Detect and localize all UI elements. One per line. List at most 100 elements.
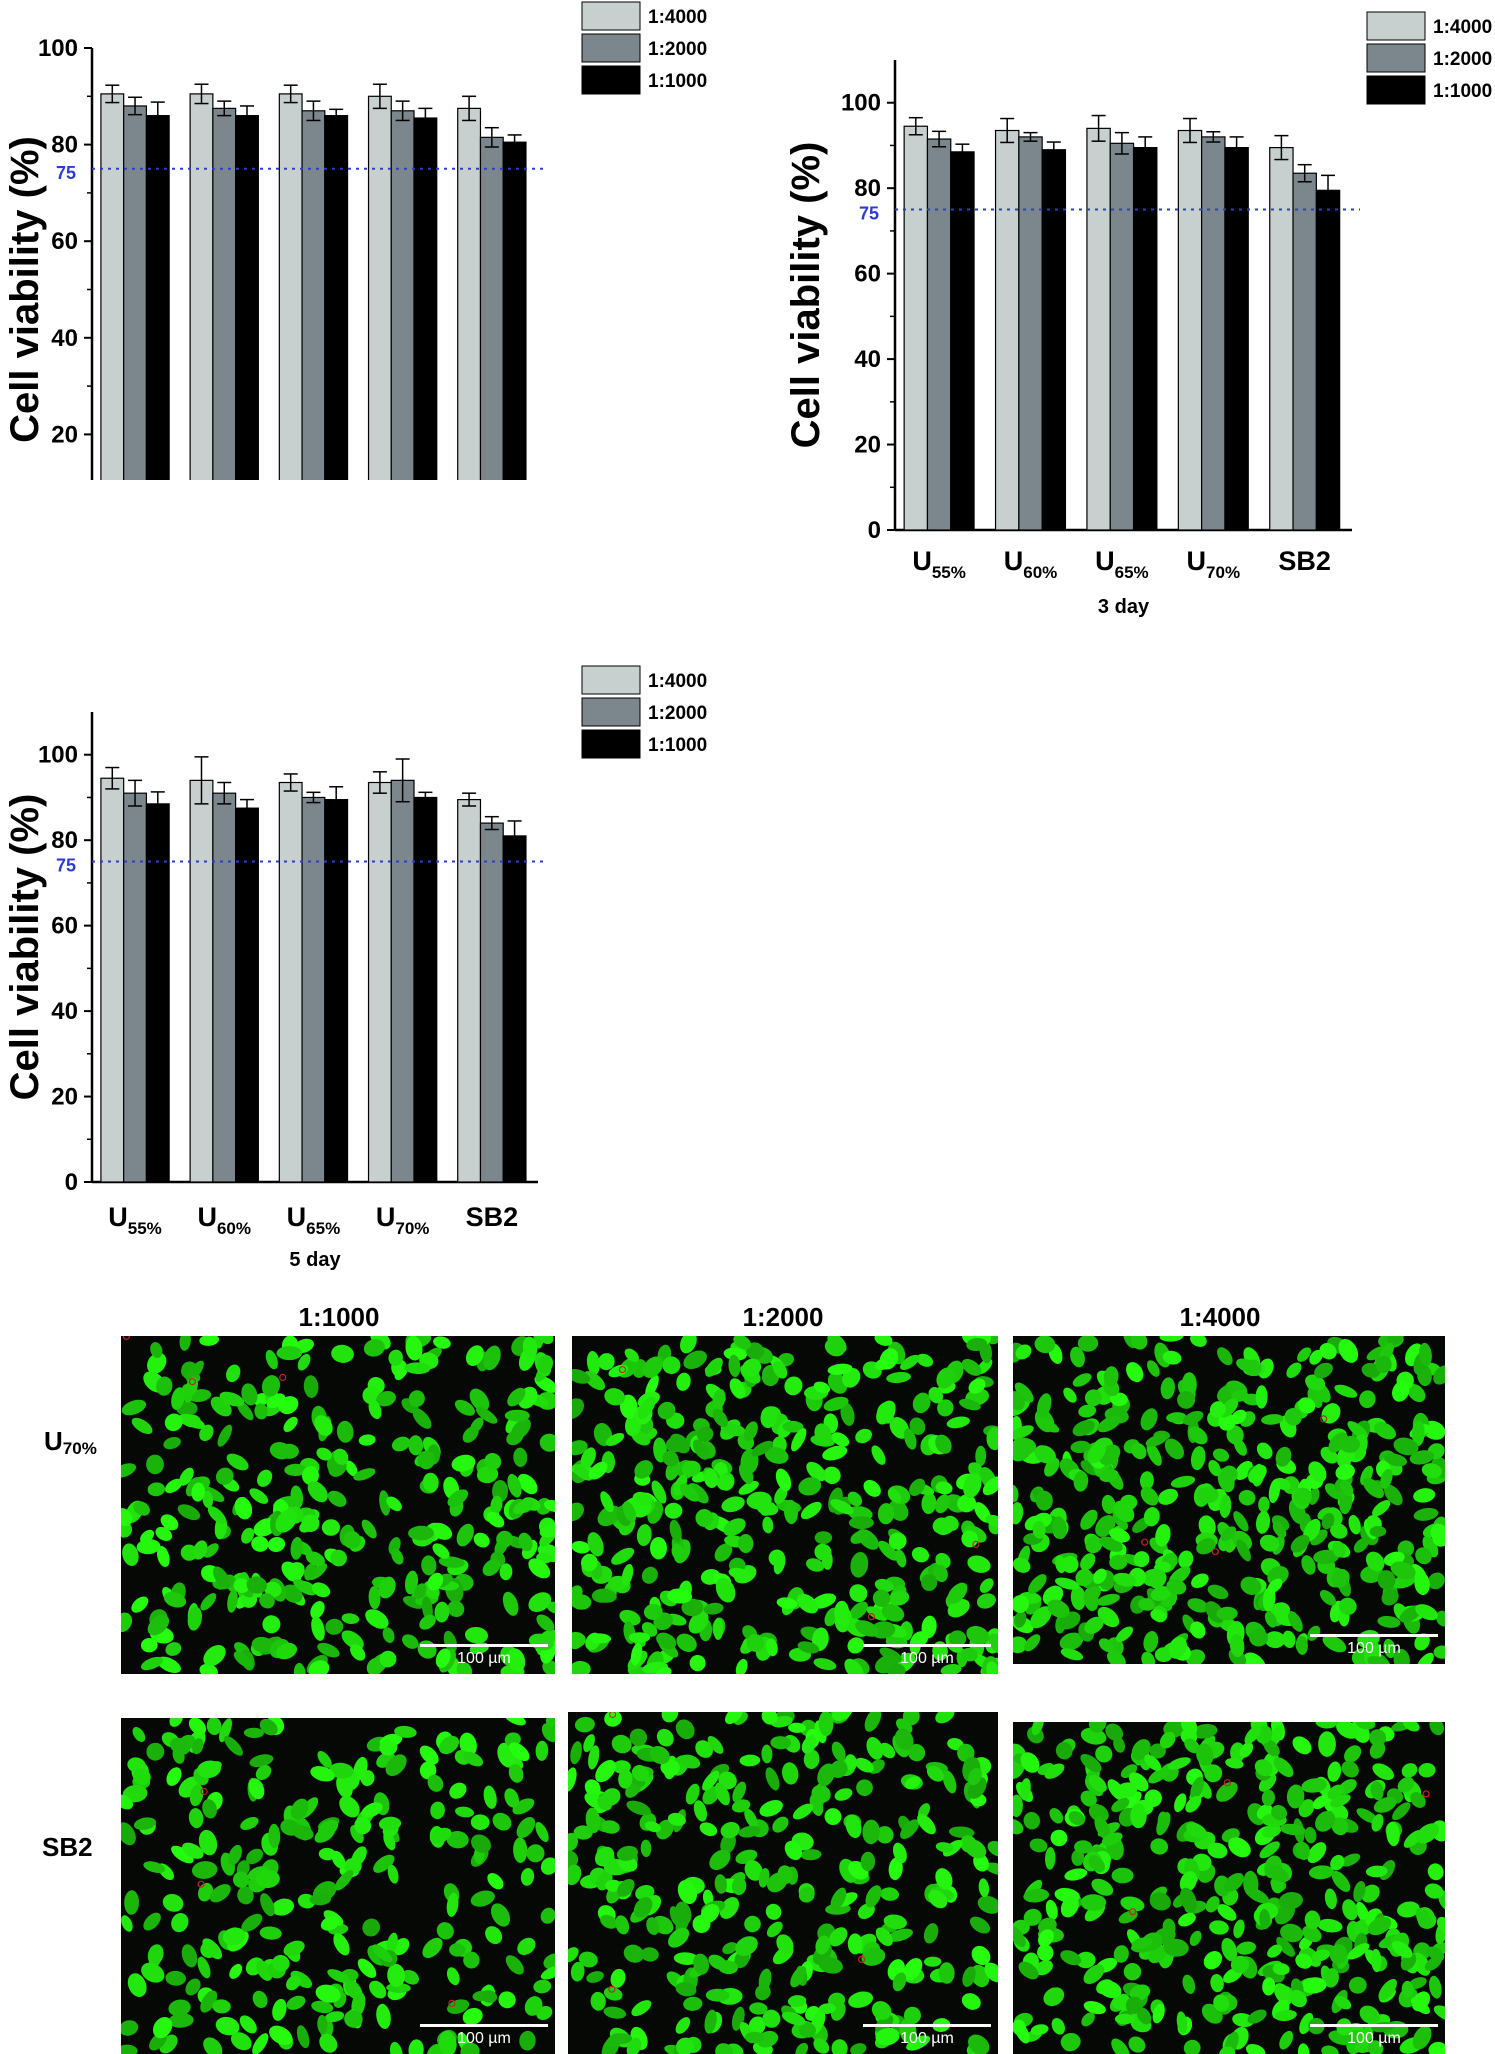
live-cell <box>1331 1803 1349 1821</box>
live-cell <box>866 1737 884 1760</box>
live-cell <box>463 1751 484 1767</box>
live-cell <box>1217 1904 1237 1921</box>
live-cell <box>847 1491 863 1507</box>
live-cell <box>1259 1909 1271 1930</box>
live-cell <box>540 1907 555 1924</box>
live-cell <box>704 2009 717 2034</box>
live-cell <box>1118 1910 1138 1924</box>
live-cell <box>1013 1425 1034 1439</box>
live-cell <box>1061 1555 1079 1573</box>
live-cell <box>1208 1460 1221 1477</box>
live-cell <box>132 1727 146 1742</box>
live-cell <box>165 1642 182 1656</box>
live-cell <box>1356 1722 1376 1730</box>
live-cell <box>1217 1347 1233 1366</box>
live-cell <box>327 1969 350 1983</box>
live-cell <box>308 1660 330 1674</box>
live-cell <box>1038 1917 1057 1935</box>
live-cell <box>124 1890 140 1915</box>
live-cell <box>961 1358 982 1376</box>
live-cell <box>341 1630 364 1650</box>
live-cell <box>507 1387 526 1407</box>
live-cell <box>968 2034 990 2054</box>
live-cell <box>122 1543 139 1566</box>
live-cell <box>146 1742 165 1761</box>
live-cell <box>585 1807 601 1834</box>
legend-swatch <box>581 33 641 63</box>
live-cell <box>1319 1590 1337 1606</box>
live-cell <box>633 1897 653 1918</box>
live-cell <box>1324 1483 1344 1500</box>
live-cell <box>982 1476 998 1496</box>
live-cell <box>1159 1336 1184 1342</box>
live-cell <box>317 1819 339 1837</box>
live-cell <box>455 1806 474 1818</box>
live-cell <box>800 1849 822 1861</box>
live-cell <box>1268 1478 1281 1504</box>
live-cell <box>379 1739 398 1756</box>
live-cell <box>850 1530 869 1544</box>
live-cell <box>1419 1342 1432 1367</box>
live-cell <box>1014 1610 1027 1628</box>
x-category-label: SB2 <box>1278 546 1331 576</box>
live-cell <box>1427 1863 1444 1881</box>
live-cell <box>1255 1510 1271 1534</box>
y-tick-label: 60 <box>854 261 881 288</box>
live-cell <box>378 1816 402 1831</box>
live-cell <box>1243 1652 1266 1664</box>
micrograph-cells <box>121 1718 555 2054</box>
live-cell <box>1164 1438 1184 1460</box>
live-cell <box>1163 1938 1189 1957</box>
live-cell <box>739 1754 761 1767</box>
live-cell <box>827 1336 847 1353</box>
live-cell <box>1080 1790 1097 1807</box>
bar <box>502 835 527 1183</box>
live-cell <box>1236 1539 1251 1562</box>
live-cell <box>318 1847 336 1861</box>
scale-bar <box>420 1644 548 1647</box>
live-cell <box>642 1356 664 1378</box>
live-cell <box>1258 1773 1277 1792</box>
live-cell <box>1190 1336 1207 1347</box>
live-cell <box>309 1893 331 1906</box>
live-cell <box>516 1816 536 1839</box>
live-cell <box>1210 1974 1224 1993</box>
live-cell <box>1123 1963 1142 1981</box>
live-cell <box>850 1551 869 1578</box>
live-cell <box>568 1767 577 1792</box>
live-cell <box>1428 2041 1445 2054</box>
bar <box>301 110 326 480</box>
live-cell <box>758 1868 770 1888</box>
live-cell <box>1147 1360 1160 1377</box>
live-cell <box>1050 1829 1068 1847</box>
live-cell <box>1157 1488 1179 1505</box>
live-cell <box>331 1344 354 1363</box>
live-cell <box>540 1965 555 1980</box>
live-cell <box>646 1917 660 1936</box>
live-cell <box>1179 1887 1197 1913</box>
live-cell <box>1125 1996 1143 2014</box>
legend-label: 1:2000 <box>1433 49 1492 70</box>
live-cell <box>1373 1796 1397 1813</box>
live-cell <box>1136 2007 1152 2025</box>
live-cell <box>1126 1362 1144 1383</box>
live-cell <box>655 1667 672 1674</box>
live-cell <box>813 2038 830 2054</box>
live-cell <box>615 1915 630 1935</box>
live-cell <box>935 1868 953 1890</box>
micrograph-panel: 100 µm <box>572 1336 998 1674</box>
live-cell <box>1412 2025 1432 2050</box>
live-cell <box>1359 1390 1376 1409</box>
live-cell <box>1221 1937 1238 1962</box>
live-cell <box>207 1506 226 1524</box>
live-cell <box>1377 1570 1396 1590</box>
live-cell <box>1353 1537 1369 1553</box>
live-cell <box>276 1642 298 1660</box>
live-cell <box>1309 1349 1323 1365</box>
live-cell <box>879 1742 896 1759</box>
live-cell <box>1263 1739 1280 1757</box>
live-cell <box>434 1601 450 1623</box>
live-cell <box>133 1768 151 1786</box>
live-cell <box>1273 1983 1293 2005</box>
live-cell <box>1070 1346 1085 1368</box>
